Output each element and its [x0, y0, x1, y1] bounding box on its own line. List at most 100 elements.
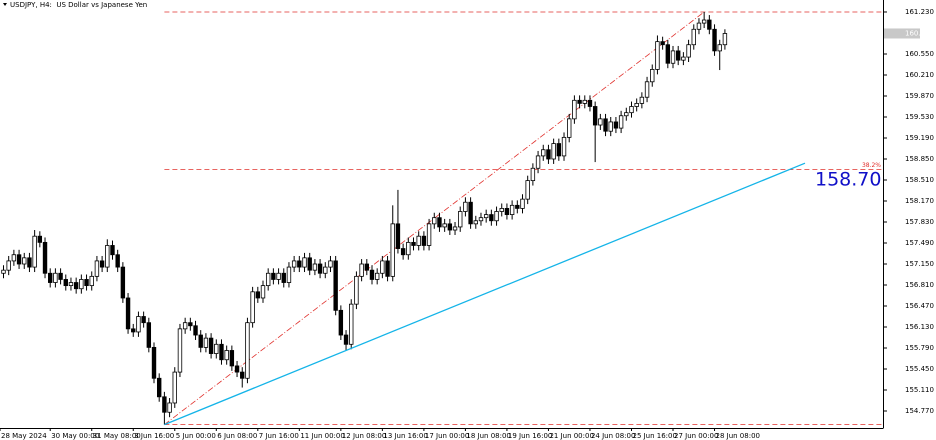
candle-body	[156, 377, 162, 398]
y-tick-label: 161.230	[905, 8, 934, 16]
candle-body	[551, 143, 556, 160]
candle-body	[473, 220, 478, 225]
candle-body	[400, 248, 406, 256]
candle-body	[525, 180, 530, 200]
trend-line	[164, 162, 806, 426]
candle-body	[141, 316, 146, 324]
candle-body	[193, 325, 198, 336]
candle-body	[203, 337, 209, 348]
candle-body	[260, 285, 266, 299]
candle-body	[162, 396, 167, 413]
x-tick-label: 3 Jun 16:00	[134, 432, 174, 440]
candle-body	[125, 297, 131, 330]
candle-body	[58, 272, 63, 280]
y-tick-label: 154.770	[905, 407, 934, 415]
y-tick-label: 159.870	[905, 92, 934, 100]
candle-body	[432, 217, 437, 225]
candle-body	[240, 371, 245, 379]
candle-body	[48, 272, 53, 283]
candle-body	[297, 260, 302, 268]
candle-body	[286, 266, 292, 283]
candle-body	[312, 263, 318, 271]
candle-body	[546, 149, 551, 160]
candle-body	[598, 118, 603, 126]
candle-body	[182, 322, 188, 330]
fibo-trend-line	[164, 11, 705, 425]
candle-body	[229, 350, 235, 367]
title-icon	[3, 3, 7, 6]
candle-body	[110, 245, 115, 256]
candle-body	[349, 303, 354, 345]
y-tick-label: 157.150	[905, 260, 934, 268]
candle-body	[696, 22, 702, 30]
candle-body	[520, 198, 525, 209]
candle-body	[364, 263, 369, 271]
candle-body	[509, 204, 515, 215]
candle-body	[234, 365, 240, 373]
candle-body	[328, 260, 333, 268]
candle-body	[463, 201, 468, 212]
x-tick-label: 31 May 08:00	[93, 432, 141, 440]
candle-body	[343, 334, 349, 345]
candle-body	[354, 275, 359, 305]
candle-body	[265, 272, 271, 287]
candle-body	[634, 103, 639, 107]
candle-body	[592, 106, 598, 126]
candle-body	[317, 263, 323, 274]
candle-body	[629, 106, 634, 114]
x-tick-label: 6 Jun 08:00	[217, 432, 257, 440]
candle-body	[504, 208, 510, 215]
candle-body	[458, 211, 463, 228]
candle-body	[421, 235, 427, 246]
candle-body	[494, 211, 499, 222]
candle-body	[136, 316, 141, 333]
candle-body	[22, 257, 27, 265]
candle-body	[359, 263, 364, 277]
candle-body	[99, 260, 105, 268]
candle-body	[250, 291, 255, 324]
x-tick-label: 7 Jun 16:00	[259, 432, 299, 440]
candle-body	[172, 371, 177, 404]
candle-body	[302, 257, 307, 268]
y-tick-label: 159.190	[905, 134, 934, 142]
x-tick-label: 13 Jun 16:00	[383, 432, 427, 440]
candle-body	[561, 136, 567, 157]
candle-body	[151, 346, 157, 379]
candle-body	[374, 272, 380, 280]
candle-body	[452, 226, 458, 231]
candle-body	[416, 235, 421, 246]
trend-line-label: 158.70	[815, 169, 881, 191]
candle-body	[483, 214, 489, 219]
candle-body	[208, 337, 214, 354]
y-tick-label: 156.130	[905, 323, 934, 331]
candle-body	[84, 279, 89, 287]
x-tick-label: 21 Jun 00:00	[549, 432, 593, 440]
candle-body	[224, 350, 229, 361]
candle-body	[42, 241, 48, 274]
candle-body	[567, 118, 572, 138]
candle-body	[63, 279, 68, 287]
candle-body	[468, 201, 473, 225]
candle-body	[722, 33, 728, 46]
candle-body	[255, 291, 261, 299]
candle-body	[271, 272, 276, 280]
candle-body	[167, 402, 172, 413]
candle-body	[603, 118, 608, 132]
y-tick-label: 160.210	[905, 71, 934, 79]
candle-body	[587, 99, 593, 107]
candle-body	[276, 272, 281, 280]
y-tick-label: 159.530	[905, 113, 934, 121]
y-tick-label: 155.450	[905, 365, 934, 373]
candle-body	[447, 223, 453, 231]
candle-body	[426, 223, 432, 246]
candle-body	[639, 96, 645, 104]
candle-body	[650, 69, 655, 83]
x-tick-label: 25 Jun 16:00	[632, 432, 676, 440]
candle-body	[618, 115, 624, 129]
candle-body	[94, 260, 100, 277]
candle-body	[214, 343, 219, 354]
candle-body	[712, 28, 717, 52]
candle-body	[146, 322, 152, 348]
x-tick-label: 5 Jun 00:00	[176, 432, 216, 440]
candle-body	[32, 235, 37, 268]
